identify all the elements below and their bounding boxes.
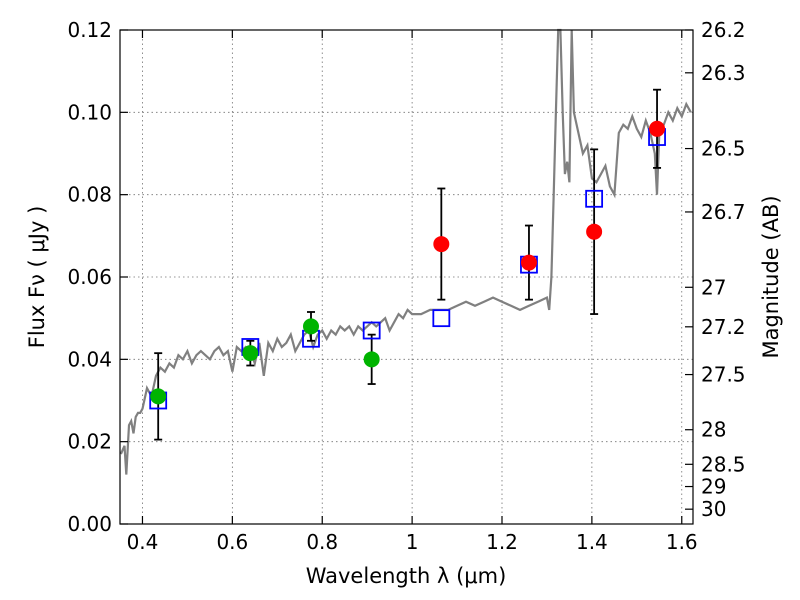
x-tick-label: 1.6 — [666, 530, 698, 554]
y-tick-label: 0.04 — [67, 347, 112, 371]
right-tick-label: 27 — [701, 275, 726, 299]
right-tick-label: 29 — [701, 475, 726, 499]
model-photometry-square — [362, 321, 381, 340]
model-photometry-square — [585, 189, 604, 208]
observed-photometry-point — [586, 223, 603, 240]
observed-photometry-point — [649, 120, 666, 137]
x-tick-label: 1.4 — [576, 530, 608, 554]
right-tick-label: 27.5 — [701, 363, 746, 387]
x-tick-label: 0.8 — [306, 530, 338, 554]
x-axis-label: Wavelength λ (μm) — [306, 564, 507, 588]
y-tick-label: 0.08 — [67, 183, 112, 207]
spectrum-line — [119, 28, 692, 475]
x-tick-label: 1 — [406, 530, 419, 554]
y-tick-label: 0.10 — [67, 100, 112, 124]
right-tick-label: 26.5 — [701, 137, 746, 161]
x-tick-label: 0.6 — [216, 530, 248, 554]
y-tick-label: 0.00 — [67, 512, 112, 536]
observed-photometry-point — [303, 318, 319, 335]
right-tick-label: 28.5 — [701, 452, 746, 476]
model-spectrum — [119, 28, 692, 475]
x-tick-label: 1.2 — [486, 530, 518, 554]
model-photometry-markers — [149, 128, 666, 410]
observed-photometry-point — [520, 254, 537, 271]
axis-ticks — [120, 29, 693, 525]
y-tick-labels: 0.00 0.02 0.04 0.06 0.08 0.10 0.12 — [67, 18, 112, 536]
observed-photometry-point — [433, 236, 450, 253]
right-tick-label: 30 — [701, 497, 726, 521]
observed-photometry-point — [150, 388, 167, 405]
y-tick-label: 0.12 — [67, 18, 112, 42]
observed-photometry-point — [363, 351, 380, 368]
right-tick-label: 26.2 — [701, 18, 746, 42]
y-tick-label: 0.02 — [67, 430, 112, 454]
x-tick-label: 0.4 — [127, 530, 159, 554]
y-axis-label: Flux Fν ( μJy ) — [25, 206, 49, 349]
right-tick-label: 27.2 — [701, 315, 746, 339]
right-tick-label: 26.3 — [701, 61, 746, 85]
error-bars — [154, 88, 662, 441]
y-tick-label: 0.06 — [67, 265, 112, 289]
observed-photometry-markers — [150, 120, 666, 405]
observed-photometry-point — [242, 345, 259, 362]
right-tick-label: 28 — [701, 418, 726, 442]
x-tick-labels: 0.4 0.6 0.8 1 1.2 1.4 1.6 — [127, 530, 698, 554]
right-tick-label: 26.7 — [701, 200, 746, 224]
right-axis-label: Magnitude (AB) — [759, 195, 783, 358]
model-photometry-square — [432, 309, 451, 328]
grid-lines — [120, 29, 693, 525]
